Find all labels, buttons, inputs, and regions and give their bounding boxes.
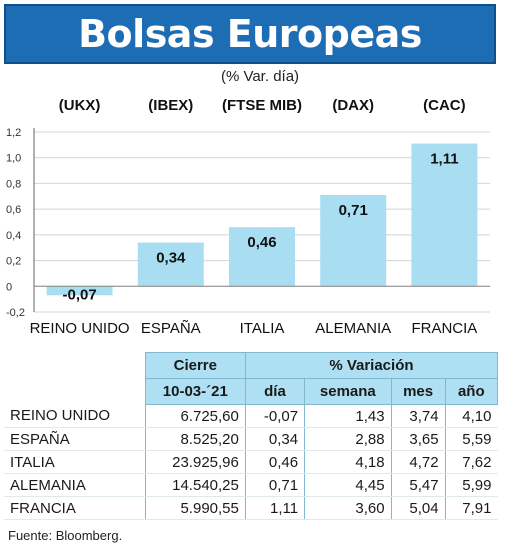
x-tick-label: ALEMANIA	[315, 320, 391, 337]
data-table: Cierre % Variación 10-03-´21 día semana …	[4, 352, 499, 520]
data-label: 0,71	[339, 202, 368, 219]
cell-cierre: 6.725,60	[145, 404, 246, 428]
cell-dia: 0,46	[245, 450, 306, 474]
x-tick-label: ESPAÑA	[141, 320, 201, 337]
cell-dia: -0,07	[245, 404, 306, 428]
cell-cierre: 5.990,55	[145, 496, 246, 520]
header-mes: mes	[390, 378, 446, 405]
cell-ano: 5,99	[445, 473, 498, 497]
y-tick-label: 1,2	[6, 127, 21, 139]
y-tick-label: -0,2	[6, 307, 25, 319]
cell-mes: 3,74	[391, 404, 446, 428]
bar	[137, 242, 204, 287]
index-label: (FTSE MIB)	[222, 97, 302, 114]
cell-cierre: 14.540,25	[145, 473, 246, 497]
bar	[46, 286, 113, 296]
header-ano: año	[444, 378, 499, 405]
header-dia: día	[244, 378, 306, 405]
data-table-wrapper: Cierre % Variación 10-03-´21 día semana …	[4, 352, 499, 520]
row-name: REINO UNIDO	[4, 404, 146, 428]
cell-dia: 1,11	[245, 496, 306, 520]
cell-ano: 7,91	[445, 496, 498, 520]
y-tick-label: 0,8	[6, 178, 21, 190]
y-tick-label: 0	[6, 281, 12, 293]
table-row: ALEMANIA 14.540,25 0,71 4,45 5,47 5,99	[4, 473, 498, 497]
cell-mes: 5,04	[391, 496, 446, 520]
cell-semana: 1,43	[304, 404, 392, 428]
index-label: (CAC)	[423, 97, 466, 114]
x-tick-label: ITALIA	[240, 320, 285, 337]
bar-chart: -0,2 0 0,2 0,4 0,6 0,8 1,0 1,2 -0,07 (UKX) REINO U…	[6, 97, 490, 337]
bar	[229, 227, 295, 287]
cell-semana: 4,45	[304, 473, 392, 497]
cell-ano: 4,10	[445, 404, 498, 428]
x-tick-label: REINO UNIDO	[30, 320, 130, 337]
y-tick-label: 0,4	[6, 230, 21, 242]
table-corner	[4, 352, 146, 379]
row-name: ESPAÑA	[4, 427, 146, 451]
header-cierre: Cierre	[144, 352, 246, 379]
bar	[320, 195, 387, 287]
y-tick-label: 0,2	[6, 256, 21, 268]
source-note: Fuente: Bloomberg.	[8, 528, 123, 543]
cell-cierre: 23.925,96	[145, 450, 246, 474]
bar	[411, 143, 478, 287]
index-label: (IBEX)	[148, 97, 193, 114]
cell-dia: 0,71	[245, 473, 306, 497]
cell-ano: 7,62	[445, 450, 498, 474]
data-label: -0,07	[62, 286, 96, 303]
cell-semana: 4,18	[304, 450, 392, 474]
table-row: REINO UNIDO 6.725,60 -0,07 1,43 3,74 4,1…	[4, 404, 498, 428]
cell-cierre: 8.525,20	[145, 427, 246, 451]
cell-semana: 3,60	[304, 496, 392, 520]
data-label: 1,11	[430, 151, 458, 168]
header-variacion: % Variación	[244, 352, 499, 379]
chart-subtitle: (% Var. día)	[220, 68, 300, 85]
title-banner: Bolsas Europeas	[4, 4, 496, 64]
chart-title: Bolsas Europeas	[78, 12, 422, 56]
cell-dia: 0,34	[245, 427, 306, 451]
row-name: ALEMANIA	[4, 473, 146, 497]
table-row: ITALIA 23.925,96 0,46 4,18 4,72 7,62	[4, 450, 498, 474]
cell-mes: 3,65	[391, 427, 446, 451]
data-label: 0,46	[247, 234, 276, 251]
cell-ano: 5,59	[445, 427, 498, 451]
y-tick-label: 0,6	[6, 204, 21, 216]
cell-mes: 4,72	[391, 450, 446, 474]
data-label: 0,34	[156, 250, 186, 267]
cell-mes: 5,47	[391, 473, 446, 497]
table-row: ESPAÑA 8.525,20 0,34 2,88 3,65 5,59	[4, 427, 498, 451]
index-label: (DAX)	[332, 97, 374, 114]
row-name: FRANCIA	[4, 496, 146, 520]
cell-semana: 2,88	[304, 427, 392, 451]
table-corner-2	[4, 378, 146, 405]
x-tick-label: FRANCIA	[411, 320, 477, 337]
header-semana: semana	[304, 378, 392, 405]
table-row: FRANCIA 5.990,55 1,11 3,60 5,04 7,91	[4, 496, 498, 520]
y-tick-label: 1,0	[6, 153, 21, 165]
row-name: ITALIA	[4, 450, 146, 474]
header-date: 10-03-´21	[144, 378, 246, 405]
index-label: (UKX)	[59, 97, 101, 114]
